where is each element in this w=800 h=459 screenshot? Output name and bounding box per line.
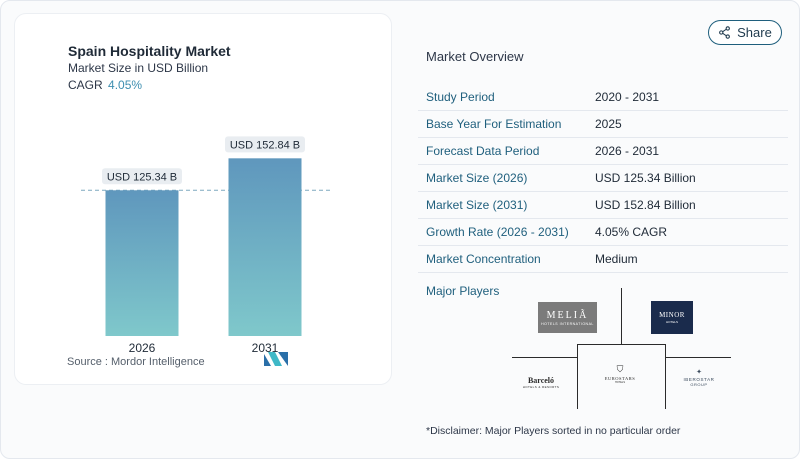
- cagr-value: 4.05%: [108, 78, 143, 92]
- overview-value: 2026 - 2031: [595, 144, 660, 158]
- x-tick-label-2031: 2031: [252, 341, 279, 355]
- iberostar-logo-text: IBEROSTAR: [683, 377, 715, 382]
- eurostars-logo: ⛉ EUROSTARS HOTELS: [594, 360, 646, 388]
- iberostar-logo: ✦ IBEROSTAR GROUP: [677, 367, 721, 389]
- minor-logo: MINOR HOTELS: [651, 301, 693, 334]
- overview-label: Market Size (2031): [426, 198, 528, 212]
- data-label-2026: USD 125.34 B: [107, 171, 177, 183]
- players-title: Major Players: [426, 284, 500, 298]
- melia-logo-subtext: HOTELS INTERNATIONAL: [541, 321, 594, 326]
- players-divider: [621, 288, 622, 344]
- eurostars-logo-subtext: HOTELS: [614, 380, 625, 384]
- bar-2031: [228, 158, 302, 336]
- players-divider: [577, 344, 578, 409]
- overview-label: Market Size (2026): [426, 171, 528, 185]
- chart-source: Source : Mordor Intelligence: [67, 356, 205, 368]
- overview-row: Market Size (2026) USD 125.34 Billion: [418, 165, 788, 192]
- disclaimer: *Disclaimer: Major Players sorted in no …: [426, 425, 681, 437]
- overview-value: 2025: [595, 117, 622, 131]
- overview-value: 4.05% CAGR: [595, 225, 668, 239]
- data-label-background: [102, 168, 182, 185]
- share-icon: [719, 26, 731, 39]
- overview-row: Forecast Data Period 2026 - 2031: [418, 138, 788, 165]
- overview-table: Study Period 2020 - 2031 Base Year For E…: [418, 84, 788, 273]
- iberostar-logo-subtext: GROUP: [690, 382, 708, 387]
- melia-logo: MELIÃ HOTELS INTERNATIONAL: [538, 302, 597, 333]
- melia-logo-text: MELIÃ: [546, 309, 589, 321]
- data-label-2031: USD 152.84 B: [230, 139, 300, 151]
- overview-label: Forecast Data Period: [426, 144, 540, 158]
- share-button[interactable]: Share: [708, 20, 782, 45]
- overview-row: Market Size (2031) USD 152.84 Billion: [418, 192, 788, 219]
- chart-subtitle: Market Size in USD Billion: [68, 61, 209, 75]
- overview-row: Study Period 2020 - 2031: [418, 84, 788, 111]
- overview-label: Growth Rate (2026 - 2031): [426, 225, 569, 239]
- data-label-background: [225, 136, 305, 153]
- overview-value: USD 125.34 Billion: [595, 171, 696, 185]
- overview-label: Market Concentration: [426, 252, 541, 266]
- eurostars-mark-icon: ⛉: [616, 363, 624, 374]
- overview-title: Market Overview: [426, 49, 524, 64]
- players-divider: [665, 357, 731, 358]
- overview-row: Growth Rate (2026 - 2031) 4.05% CAGR: [418, 219, 788, 246]
- minor-logo-text: MINOR: [659, 311, 685, 319]
- chart-card: [14, 13, 392, 385]
- bar-chart: USD 125.34 B 2026 USD 152.84 B 2031: [81, 136, 331, 355]
- mordor-logo-icon: [264, 352, 288, 366]
- players-divider: [577, 344, 666, 345]
- bar-2026: [105, 190, 179, 336]
- overview-value: USD 152.84 Billion: [595, 198, 696, 212]
- overview-value: Medium: [595, 252, 638, 266]
- overview-row: Base Year For Estimation 2025: [418, 111, 788, 138]
- overview-label: Study Period: [426, 90, 495, 104]
- share-label: Share: [737, 25, 772, 40]
- minor-logo-subtext: HOTELS: [665, 320, 678, 324]
- barcelo-logo-text: Barceló: [527, 375, 555, 385]
- chart-cagr: CAGR 4.05%: [68, 78, 142, 92]
- overview-row: Market Concentration Medium: [418, 246, 788, 273]
- cagr-label: CAGR: [68, 78, 103, 92]
- eurostars-logo-text: EUROSTARS: [604, 375, 636, 381]
- iberostar-star-icon: ✦: [696, 369, 702, 376]
- barcelo-logo: Barceló HOTELS & RESORTS: [520, 372, 562, 392]
- chart-title: Spain Hospitality Market: [68, 43, 231, 59]
- x-tick-label-2026: 2026: [129, 341, 156, 355]
- overview-label: Base Year For Estimation: [426, 117, 562, 131]
- players-divider: [665, 344, 666, 409]
- overview-value: 2020 - 2031: [595, 90, 660, 104]
- players-divider: [512, 357, 578, 358]
- barcelo-logo-subtext: HOTELS & RESORTS: [522, 384, 560, 389]
